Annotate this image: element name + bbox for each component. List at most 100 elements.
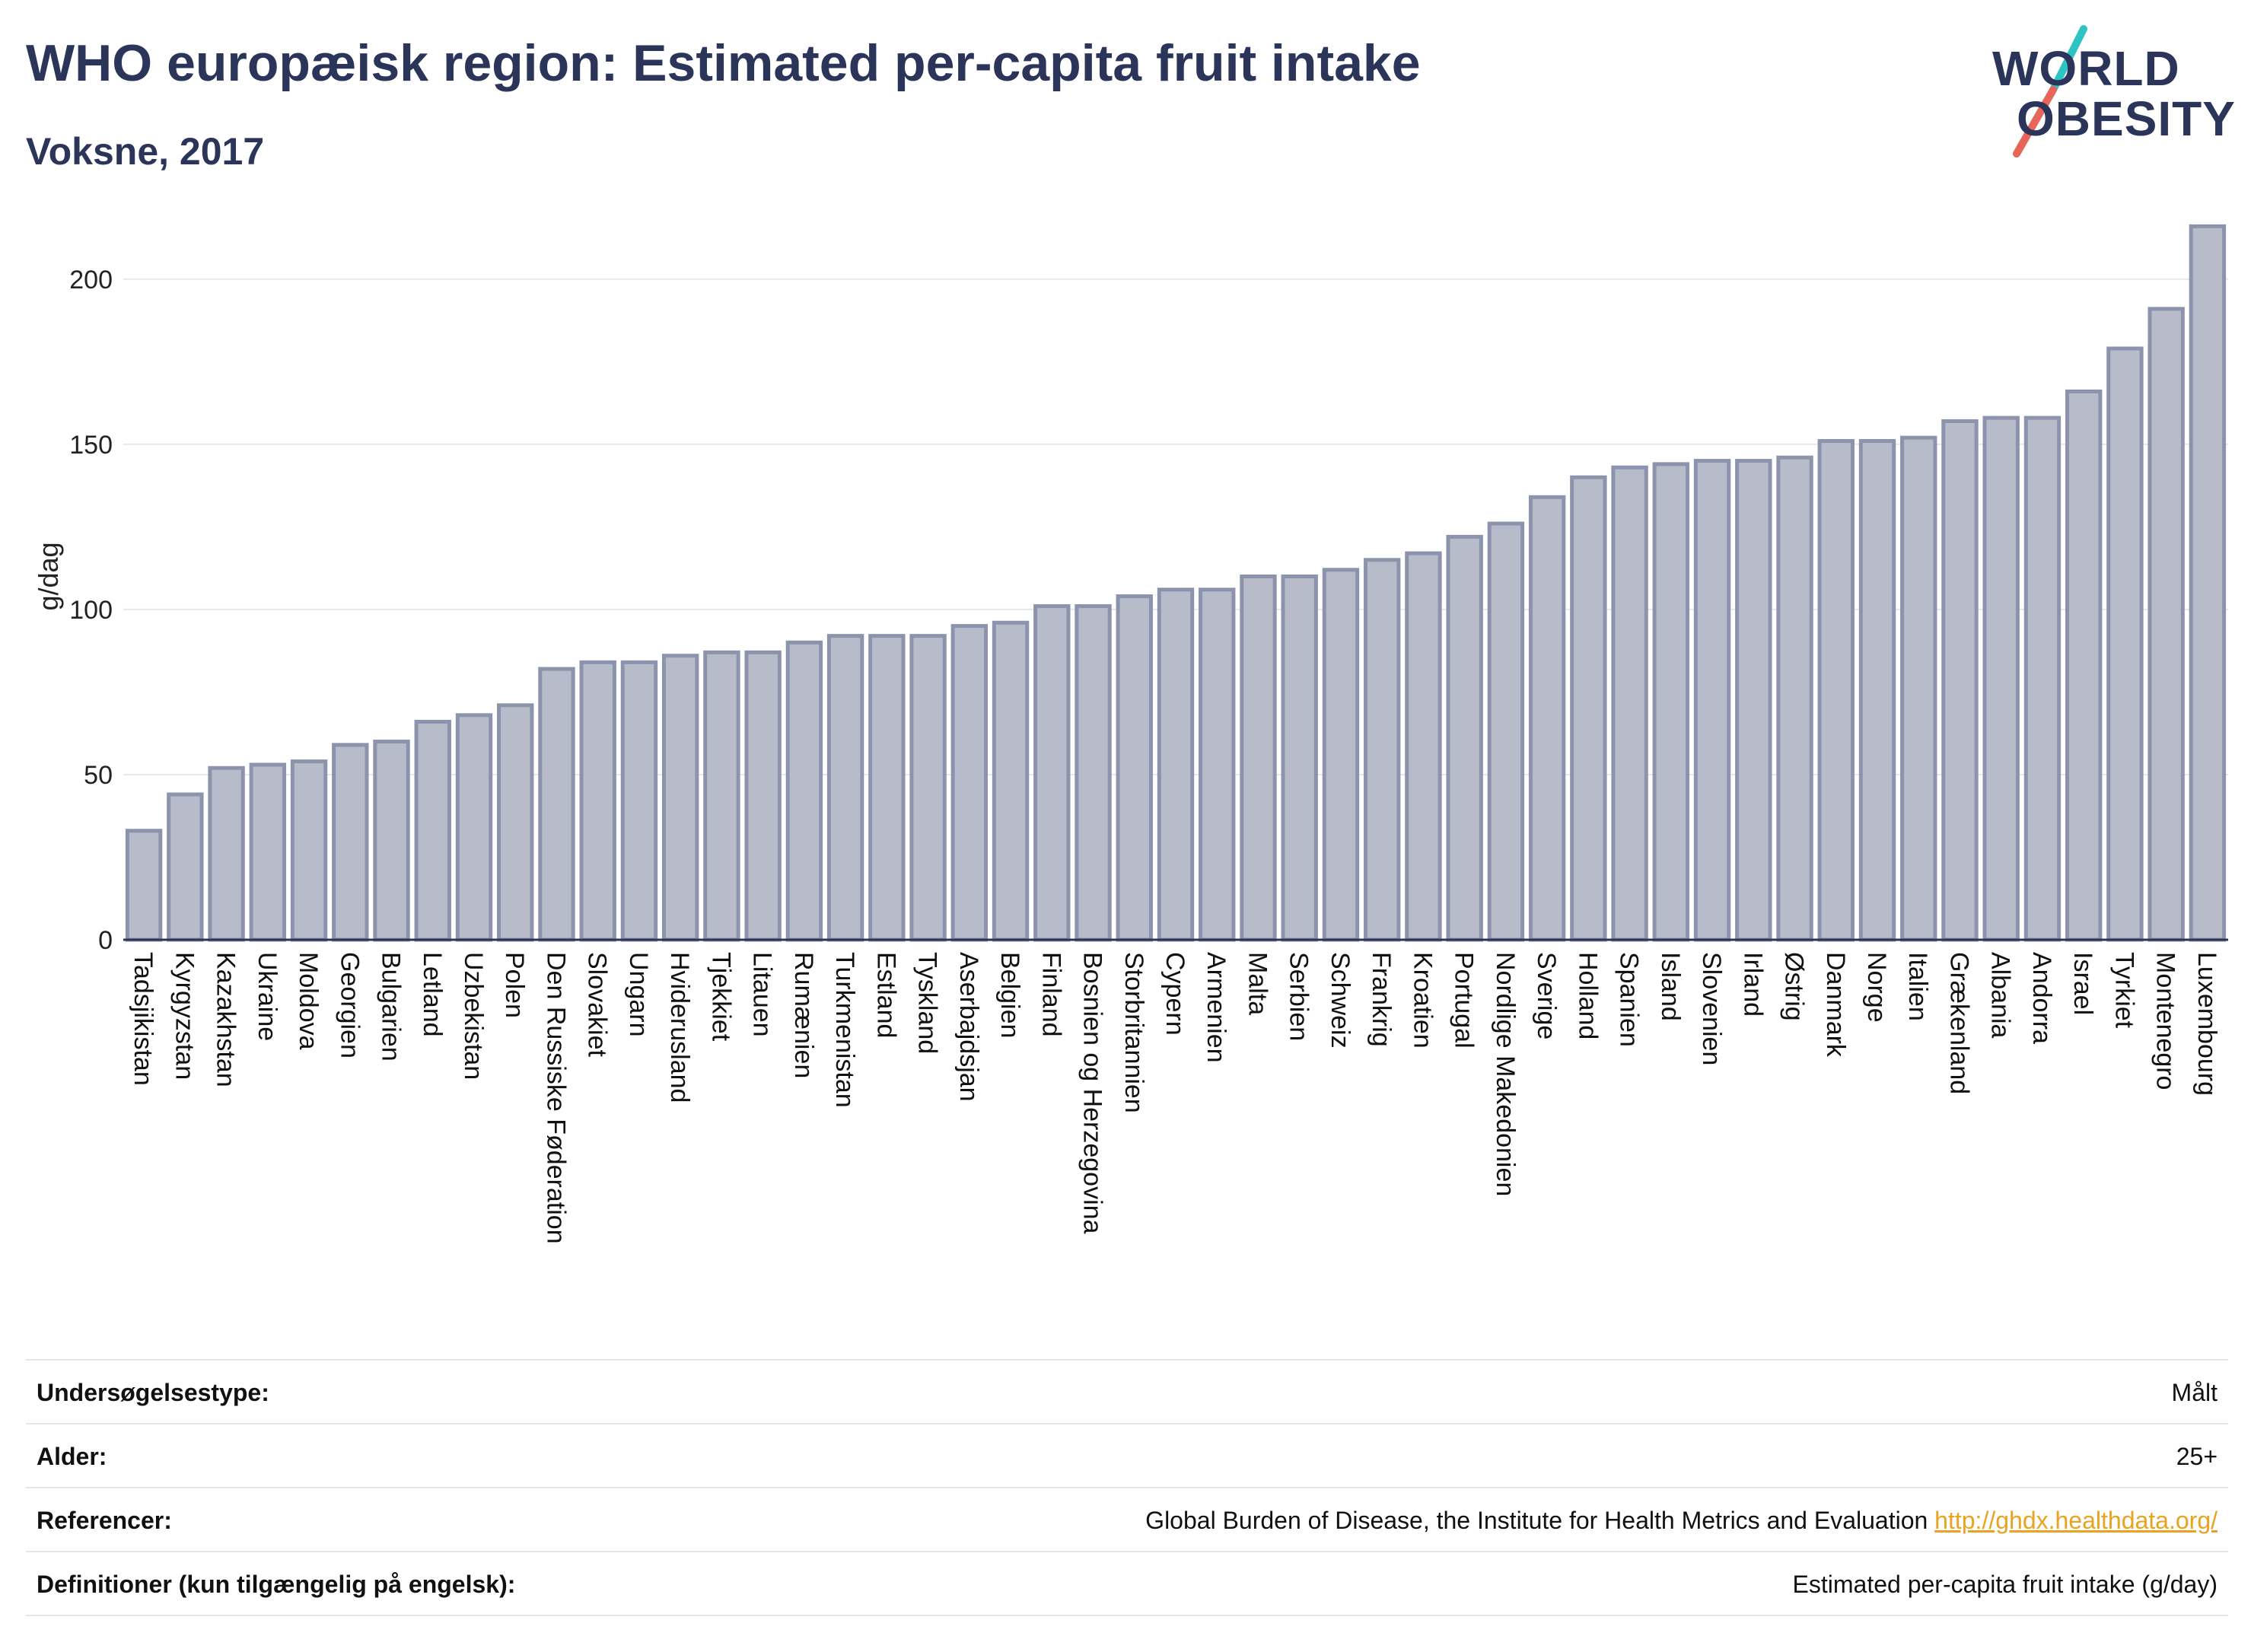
bar[interactable] [1240, 575, 1277, 942]
y-tick-label: 100 [69, 596, 113, 625]
bar[interactable] [1446, 534, 1483, 942]
logo-text-world: WORLD [1992, 41, 2180, 96]
x-tick-label: Bosnien og Herzegovina [1078, 952, 1107, 1234]
x-tick-label: Letland [418, 952, 447, 1037]
x-tick-label: Georgien [335, 952, 364, 1058]
bar[interactable] [1033, 604, 1071, 942]
bar[interactable] [1817, 439, 1855, 942]
bar[interactable] [950, 624, 989, 942]
bar[interactable] [538, 667, 575, 942]
bar[interactable] [497, 703, 534, 942]
x-tick-label: Slovenien [1697, 952, 1726, 1065]
bar[interactable] [1858, 439, 1896, 942]
y-tick-label: 50 [84, 761, 113, 790]
x-tick-label: Danmark [1821, 952, 1850, 1058]
bar[interactable] [661, 654, 699, 942]
info-row-survey-type: Undersøgelsestype: Målt [26, 1359, 2228, 1424]
bar[interactable] [1776, 455, 1813, 942]
x-tick-label: Rumænien [789, 952, 818, 1078]
y-tick-label: 150 [69, 431, 113, 460]
info-key: Alder: [37, 1443, 107, 1470]
x-tick-label: Italien [1903, 952, 1932, 1021]
bar[interactable] [1941, 419, 1979, 942]
x-tick-label: Kyrgyzstan [170, 952, 199, 1080]
reference-link[interactable]: http://ghdx.healthdata.org/ [1934, 1507, 2218, 1534]
bar[interactable] [249, 762, 287, 942]
page-subtitle: Voksne, 2017 [26, 130, 265, 173]
bar[interactable] [1199, 587, 1236, 942]
info-value: Global Burden of Disease, the Institute … [1145, 1507, 2218, 1535]
bar[interactable] [125, 829, 163, 942]
bar[interactable] [2189, 224, 2227, 942]
info-key: Definitioner (kun tilgængelig på engelsk… [37, 1571, 516, 1598]
bar[interactable] [455, 713, 493, 942]
x-tick-label: Tadsjikistan [129, 952, 158, 1086]
bar[interactable] [1075, 604, 1112, 942]
reference-text: Global Burden of Disease, the Institute … [1145, 1507, 1928, 1534]
bar[interactable] [1363, 558, 1401, 942]
bar[interactable] [579, 660, 616, 942]
bar[interactable] [703, 650, 740, 942]
bar[interactable] [826, 634, 864, 942]
bar[interactable] [167, 792, 204, 942]
bar[interactable] [1570, 475, 1607, 942]
bar[interactable] [868, 634, 906, 942]
bar[interactable] [1982, 415, 2020, 942]
bar[interactable] [1652, 462, 1690, 942]
bar[interactable] [1487, 521, 1525, 942]
x-tick-label: Ungarn [624, 952, 653, 1037]
x-tick-label: Uzbekistan [459, 952, 488, 1080]
bar[interactable] [373, 740, 410, 942]
x-tick-label: Spanien [1615, 952, 1644, 1047]
x-tick-label: Serbien [1285, 952, 1313, 1041]
bar[interactable] [620, 660, 658, 942]
info-value: 25+ [2176, 1443, 2218, 1470]
x-tick-label: Finland [1036, 952, 1065, 1037]
bar[interactable] [290, 759, 328, 942]
x-tick-label: Israel [2068, 952, 2097, 1015]
bar[interactable] [1157, 587, 1195, 942]
y-tick-label: 0 [98, 926, 113, 955]
x-tick-label: Albania [1986, 952, 2015, 1039]
bar[interactable] [414, 720, 451, 942]
x-tick-label: Cypern [1161, 952, 1189, 1036]
bar[interactable] [1900, 435, 1937, 942]
x-tick-label: Nordlige Makedonien [1491, 952, 1520, 1196]
bar[interactable] [1735, 459, 1772, 942]
bar[interactable] [1281, 575, 1318, 942]
info-row-definitions: Definitioner (kun tilgængelig på engelsk… [26, 1552, 2228, 1616]
bar[interactable] [744, 650, 782, 942]
info-row-references: Referencer: Global Burden of Disease, th… [26, 1488, 2228, 1552]
x-tick-label: Østrig [1780, 952, 1809, 1021]
bar[interactable] [1528, 495, 1566, 942]
bar[interactable] [1116, 594, 1153, 942]
bar[interactable] [332, 743, 369, 942]
x-tick-label: Kroatien [1408, 952, 1437, 1049]
x-tick-label: Tjekkiet [706, 952, 735, 1042]
y-tick-label: 200 [69, 266, 113, 294]
bar[interactable] [208, 766, 245, 942]
bar[interactable] [2148, 307, 2185, 942]
bar[interactable] [909, 634, 947, 942]
info-key: Undersøgelsestype: [37, 1379, 269, 1406]
x-tick-label: Schweiz [1326, 952, 1355, 1049]
bar[interactable] [2023, 415, 2062, 942]
x-tick-label: Holland [1573, 952, 1602, 1039]
bar[interactable] [992, 620, 1030, 942]
bar[interactable] [785, 640, 823, 942]
x-tick-label: Sverige [1532, 952, 1561, 1039]
x-tick-label: Montenegro [2151, 952, 2180, 1090]
bar[interactable] [1611, 465, 1648, 942]
bar[interactable] [2065, 389, 2103, 942]
bar[interactable] [1405, 551, 1442, 942]
x-tick-label: Frankrig [1367, 952, 1396, 1047]
x-tick-label: Estland [871, 952, 900, 1038]
x-tick-label: Turkmenistan [830, 952, 859, 1108]
bar[interactable] [1322, 568, 1360, 942]
x-tick-label: Belgien [995, 952, 1024, 1038]
page-title: WHO europæisk region: Estimated per-capi… [26, 34, 1421, 92]
bar[interactable] [1693, 459, 1731, 942]
x-tick-label: Tyrkiet [2109, 952, 2138, 1029]
info-row-age: Alder: 25+ [26, 1424, 2228, 1488]
bar[interactable] [2106, 346, 2144, 942]
